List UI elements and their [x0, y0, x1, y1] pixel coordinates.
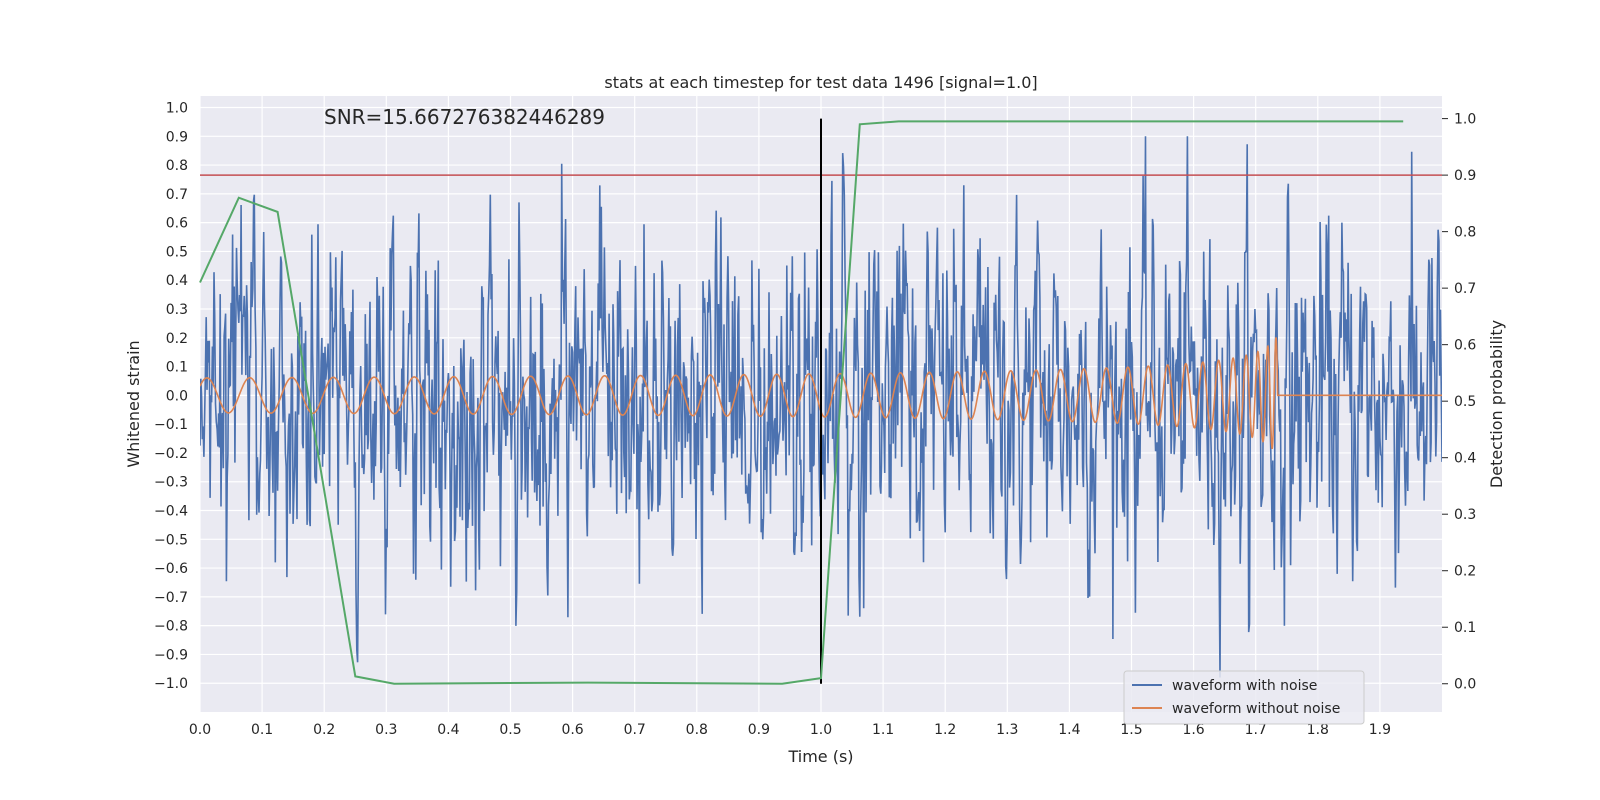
- legend-box: [1123, 670, 1365, 725]
- legend-label-noise: waveform with noise: [1172, 678, 1317, 694]
- y-right-tick-label: 0.8: [1454, 225, 1476, 241]
- y-tick-label: 0.2: [166, 331, 188, 347]
- y-tick-label: 0.1: [166, 360, 188, 376]
- y-right-tick-label: 0.5: [1454, 394, 1476, 410]
- snr-annotation: SNR=15.667276382446289: [324, 105, 605, 129]
- x-tick-label: 0.3: [375, 722, 397, 738]
- x-tick-label: 0.7: [624, 722, 646, 738]
- y-right-tick-label: 0.0: [1454, 677, 1476, 693]
- y-tick-label: −0.8: [154, 619, 188, 635]
- y-tick-label: 0.0: [166, 388, 188, 404]
- y-tick-label: 0.7: [166, 187, 188, 203]
- x-axis-ticks: 0.0 0.1 0.2 0.3 0.4 0.5 0.6 0.7 0.8 0.9 1.0 1.1 1.2 1…: [189, 722, 1391, 738]
- y-axis-right-label: Detection probability: [1487, 320, 1506, 488]
- legend: waveform with noise waveform without noi…: [1123, 670, 1365, 725]
- y-tick-label: 1.0: [166, 101, 188, 117]
- x-tick-label: 1.2: [934, 722, 956, 738]
- x-tick-label: 0.5: [499, 722, 521, 738]
- y-tick-label: 0.6: [166, 216, 188, 232]
- y-tick-label: 0.3: [166, 302, 188, 318]
- x-tick-label: 1.5: [1120, 722, 1142, 738]
- x-tick-label: 1.1: [872, 722, 894, 738]
- overlay: [200, 118, 1442, 684]
- y-right-tick-label: 0.9: [1454, 168, 1476, 184]
- y-tick-label: 0.4: [166, 273, 188, 289]
- x-tick-label: 1.3: [996, 722, 1018, 738]
- x-tick-label: 1.4: [1058, 722, 1080, 738]
- x-tick-label: 1.6: [1182, 722, 1204, 738]
- y-tick-label: −1.0: [154, 676, 188, 692]
- y-tick-label: 0.8: [166, 158, 188, 174]
- x-tick-label: 0.1: [251, 722, 273, 738]
- x-tick-label: 0.4: [437, 722, 459, 738]
- y-right-tick-label: 0.2: [1454, 564, 1476, 580]
- y-tick-label: −0.2: [154, 446, 188, 462]
- x-tick-label: 1.7: [1245, 722, 1267, 738]
- x-tick-label: 1.8: [1307, 722, 1329, 738]
- y-tick-label: −0.5: [154, 532, 188, 548]
- legend-label-clean: waveform without noise: [1172, 701, 1340, 717]
- y-right-tick-label: 0.7: [1454, 281, 1476, 297]
- y-axis-label: Whitened strain: [124, 340, 143, 467]
- x-tick-label: 1.0: [810, 722, 832, 738]
- x-tick-label: 0.6: [561, 722, 583, 738]
- y-right-tick-label: 0.4: [1454, 451, 1476, 467]
- y-right-tick-label: 0.6: [1454, 338, 1476, 354]
- y-right-tick-label: 0.3: [1454, 507, 1476, 523]
- y-axis-ticks: 1.0 0.9 0.8 0.7 0.6 0.5 0.4 0.3 0.2 0.1 0.0 −0.1 −0.…: [154, 101, 188, 693]
- y-tick-label: 0.9: [166, 129, 188, 145]
- y-right-tick-label: 1.0: [1454, 112, 1476, 128]
- x-tick-label: 1.9: [1369, 722, 1391, 738]
- x-tick-label: 0.9: [748, 722, 770, 738]
- y-tick-label: −0.9: [154, 647, 188, 663]
- y-tick-label: −0.6: [154, 561, 188, 577]
- y-tick-label: −0.1: [154, 417, 188, 433]
- x-tick-label: 0.8: [686, 722, 708, 738]
- y-tick-label: −0.4: [154, 504, 188, 520]
- x-tick-label: 0.0: [189, 722, 211, 738]
- series-detection-probability: [199, 120, 1404, 685]
- x-tick-label: 0.2: [313, 722, 335, 738]
- y-tick-label: −0.3: [154, 475, 188, 491]
- y-axis-right-ticks: 1.0 0.9 0.8 0.7 0.6 0.5 0.4 0.3 0.2 0.1 0.0: [1442, 112, 1476, 693]
- y-right-tick-label: 0.1: [1454, 620, 1476, 636]
- y-tick-label: −0.7: [154, 590, 188, 606]
- probability-line: [199, 120, 1404, 685]
- chart-title: stats at each timestep for test data 149…: [604, 73, 1037, 92]
- x-axis-label: Time (s): [787, 747, 853, 766]
- y-tick-label: 0.5: [166, 244, 188, 260]
